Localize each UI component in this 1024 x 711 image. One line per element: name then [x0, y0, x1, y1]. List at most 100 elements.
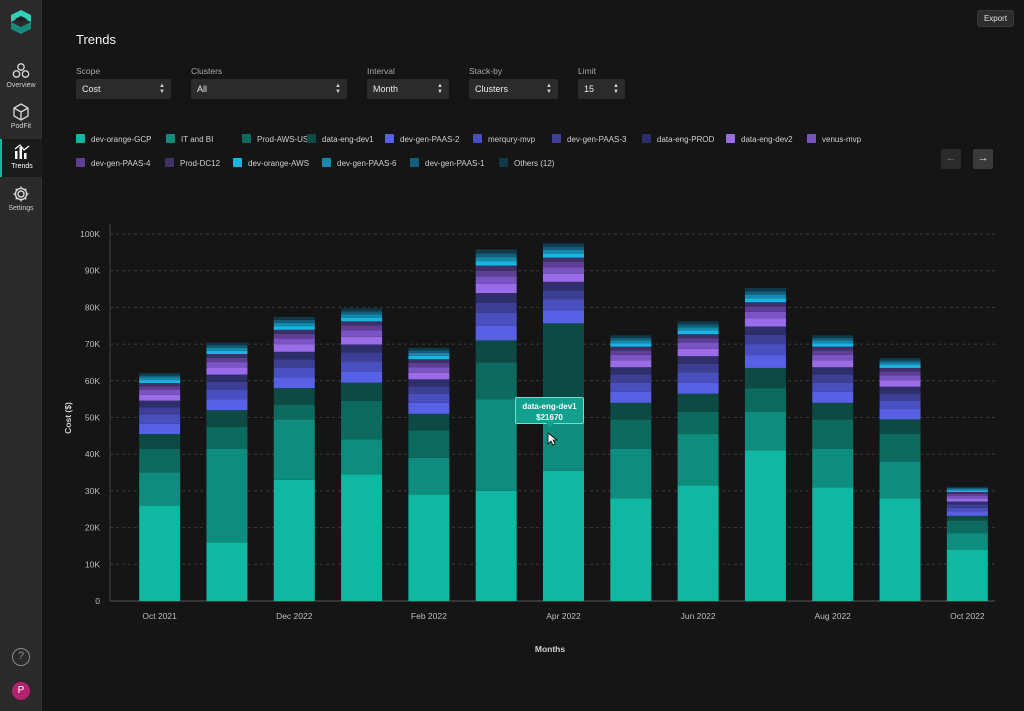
bar-segment	[273, 319, 315, 323]
legend-swatch	[322, 158, 331, 167]
bar-segment	[946, 489, 988, 491]
bar-segment	[744, 367, 786, 389]
legend-prev-button[interactable]: ←	[941, 149, 961, 169]
bar-segment	[408, 402, 450, 414]
bar-segment	[273, 377, 315, 389]
x-tick-label: Feb 2022	[411, 611, 447, 621]
nav-settings[interactable]: Settings	[0, 181, 42, 219]
legend-item[interactable]: merqury-mvp	[473, 134, 535, 144]
bar-segment	[879, 409, 921, 420]
bar-segment	[946, 493, 988, 497]
scope-select[interactable]: Cost ▲ ▼	[76, 79, 171, 99]
clusters-select[interactable]: All ▲ ▼	[191, 79, 347, 99]
bar-segment	[475, 270, 517, 277]
legend-item[interactable]: Others (12)	[499, 158, 554, 168]
bar-segment	[206, 542, 248, 601]
stackby-filter: Stack-by Clusters ▲ ▼	[469, 66, 558, 99]
bar-segment	[677, 338, 719, 343]
limit-label: Limit	[578, 66, 596, 76]
legend-item[interactable]: Prod-AWS-US	[242, 134, 308, 144]
nav-trends[interactable]: Trends	[0, 139, 42, 177]
y-tick-label: 50K	[85, 413, 100, 423]
legend-item[interactable]: venus-mvp	[807, 134, 861, 144]
bar-segment	[341, 382, 383, 401]
legend-item[interactable]: data-eng-dev1	[307, 134, 374, 144]
bar-segment	[408, 393, 450, 403]
x-tick-label: Apr 2022	[546, 611, 581, 621]
bar-segment	[543, 470, 584, 601]
help-icon[interactable]: ?	[12, 648, 30, 666]
legend-swatch	[552, 134, 561, 143]
bar-segment	[879, 400, 921, 410]
bar-segment	[610, 343, 652, 347]
bar-segment	[139, 414, 181, 424]
arrow-right-icon: →	[977, 152, 989, 164]
bar-segment	[475, 340, 517, 363]
x-tick-label: Oct 2022	[950, 611, 985, 621]
legend-swatch	[166, 134, 175, 143]
bar-segment	[543, 323, 584, 403]
bar-segment	[475, 261, 517, 266]
legend-item[interactable]: data-eng-dev2	[726, 134, 793, 144]
bar-segment	[475, 283, 517, 294]
bar-segment	[812, 487, 854, 601]
bar-segment	[475, 293, 517, 303]
export-button[interactable]: Export	[977, 10, 1014, 27]
bar-segment	[610, 367, 652, 375]
bar-segment	[408, 430, 450, 458]
legend-item[interactable]: dev-gen-PAAS-1	[410, 158, 484, 168]
scope-filter: Scope Cost ▲ ▼	[76, 66, 171, 99]
bar-segment	[206, 448, 248, 543]
stackby-select[interactable]: Clusters ▲ ▼	[469, 79, 558, 99]
bar-segment	[273, 322, 315, 327]
bar-segment	[206, 399, 248, 411]
bar-segment	[879, 360, 921, 363]
bar-segment	[475, 399, 517, 491]
bar-segment	[206, 426, 248, 449]
bar-segment	[475, 490, 517, 601]
bar-segment	[677, 382, 719, 394]
bar-segment	[946, 492, 988, 494]
clusters-filter: Clusters All ▲ ▼	[191, 66, 347, 99]
legend-item[interactable]: data-eng-PROD	[642, 134, 714, 144]
x-tick-label: Jun 2022	[681, 611, 716, 621]
bar-segment	[744, 302, 786, 307]
nav-overview[interactable]: Overview	[0, 58, 42, 96]
nav-overview-label: Overview	[6, 82, 36, 89]
avatar[interactable]: P	[12, 682, 30, 700]
bar-segment	[812, 335, 854, 338]
legend-item[interactable]: dev-gen-PAAS-4	[76, 158, 150, 168]
legend-item[interactable]: Prod-DC12	[165, 158, 220, 168]
bar-segment	[879, 362, 921, 366]
legend-item[interactable]: dev-gen-PAAS-3	[552, 134, 626, 144]
bar-segment	[408, 352, 450, 356]
x-axis-title: Months	[535, 644, 565, 654]
legend-item[interactable]: dev-gen-PAAS-2	[385, 134, 459, 144]
legend-next-button[interactable]: →	[973, 149, 993, 169]
bar-segment	[610, 335, 652, 338]
nav-podfit[interactable]: PodFit	[0, 99, 42, 137]
legend-item[interactable]: dev-gen-PAAS-6	[322, 158, 396, 168]
bar-segment	[610, 337, 652, 341]
bar-segment	[408, 372, 450, 380]
bar-segment	[408, 494, 450, 601]
bar-segment	[677, 348, 719, 357]
bar-segment	[139, 434, 181, 449]
bar-segment	[812, 337, 854, 341]
legend-label: Prod-DC12	[180, 159, 221, 168]
sort-arrows-icon: ▲ ▼	[546, 83, 552, 95]
bar-segment	[543, 262, 584, 268]
bar-segment	[744, 355, 786, 368]
bar-segment	[139, 383, 181, 387]
bar-segment	[206, 350, 248, 355]
stackby-label: Stack-by	[469, 66, 503, 76]
clusters-value: All	[197, 84, 208, 94]
bar-segment	[946, 515, 988, 521]
bar-segment	[206, 357, 248, 363]
legend-item[interactable]: IT and BI	[166, 134, 213, 144]
limit-select[interactable]: 15 ▲ ▼	[578, 79, 625, 99]
legend-label: venus-mvp	[822, 135, 862, 144]
legend-item[interactable]: dev-orange-AWS	[233, 158, 309, 168]
legend-item[interactable]: dev-orange-GCP	[76, 134, 151, 144]
interval-select[interactable]: Month ▲ ▼	[367, 79, 449, 99]
